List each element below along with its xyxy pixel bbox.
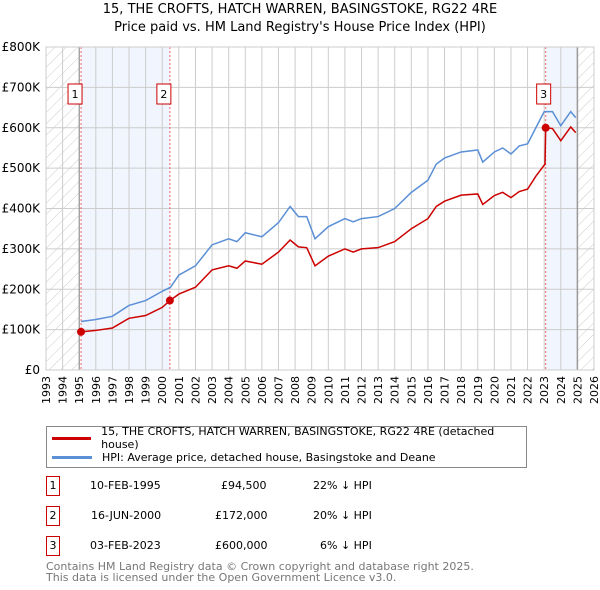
x-tick-label: 2004 <box>223 376 236 404</box>
y-tick-label: £600K <box>2 121 42 135</box>
sale-marker-badge: 3 <box>46 536 60 556</box>
x-tick-label: 2023 <box>538 376 551 404</box>
y-tick-label: £300K <box>2 242 42 256</box>
y-tick-label: £0 <box>25 363 40 377</box>
x-tick-label: 2008 <box>289 376 302 404</box>
hpi-line <box>80 110 577 323</box>
sale-price: £600,000 <box>215 539 268 552</box>
x-tick-label: 2002 <box>189 376 202 404</box>
x-tick-label: 2000 <box>156 376 169 404</box>
y-tick-label: £700K <box>2 80 42 94</box>
x-tick-label: 2019 <box>472 376 485 404</box>
x-tick-label: 2021 <box>505 376 518 404</box>
sale-date: 10-FEB-1995 <box>90 479 161 492</box>
sale-point <box>541 123 550 132</box>
sale-date: 16-JUN-2000 <box>91 509 162 522</box>
x-tick-label: 1994 <box>57 376 70 404</box>
x-tick-label: 2017 <box>439 376 452 404</box>
property-price-line <box>80 125 577 333</box>
legend-label-property: 15, THE CROFTS, HATCH WARREN, BASINGSTOK… <box>101 425 495 451</box>
y-tick-label: £800K <box>2 40 42 54</box>
sale-price: £94,500 <box>221 479 267 492</box>
sale-marker-badge: 2 <box>46 506 60 526</box>
sale-price: £172,000 <box>215 509 268 522</box>
x-tick-label: 2015 <box>405 376 418 404</box>
x-tick-label: 1993 <box>40 376 53 404</box>
sale-label-box <box>67 83 83 105</box>
y-tick-label: £500K <box>2 161 42 175</box>
sale-label: 3 <box>540 88 547 101</box>
y-tick-label: £200K <box>2 282 42 296</box>
x-tick-label: 1997 <box>106 376 119 404</box>
footer: Contains HM Land Registry data © Crown c… <box>46 561 474 583</box>
y-tick-label: £400K <box>2 202 42 216</box>
sale-label: 2 <box>160 88 167 101</box>
legend: 15, THE CROFTS, HATCH WARREN, BASINGSTOK… <box>46 425 527 468</box>
sale-row-3: 3 03-FEB-2023 £600,000 6% ↓ HPI <box>46 536 446 556</box>
legend-swatch-hpi <box>52 455 92 459</box>
price-chart: 1993 1994 1995 1996 1997 1998 1999 2000 2001 2002… <box>2 40 600 404</box>
x-tick-label: 2003 <box>206 376 219 404</box>
x-tick-label: 2016 <box>422 376 435 404</box>
x-tick-label: 1995 <box>73 376 86 404</box>
x-tick-label: 1996 <box>90 376 103 404</box>
x-tick-label: 1999 <box>140 376 153 404</box>
sale-label-box <box>156 83 172 105</box>
x-tick-label: 2012 <box>356 376 369 404</box>
x-tick-label: 2005 <box>239 376 252 404</box>
sale-label-box <box>536 83 552 105</box>
x-tick-label: 1998 <box>123 376 136 404</box>
sale-date: 03-FEB-2023 <box>90 539 161 552</box>
sale-row-2: 2 16-JUN-2000 £172,000 20% ↓ HPI <box>46 506 446 526</box>
sale-hpi-diff: 20% ↓ HPI <box>313 509 372 522</box>
x-tick-label: 2020 <box>488 376 501 404</box>
x-tick-label: 2014 <box>389 376 402 404</box>
sale-label: 1 <box>72 88 79 101</box>
y-tick-label: £100K <box>2 323 42 337</box>
sale-hpi-diff: 22% ↓ HPI <box>313 479 372 492</box>
sale-row-1: 1 10-FEB-1995 £94,500 22% ↓ HPI <box>46 476 446 496</box>
footer-line-2: This data is licensed under the Open Gov… <box>46 571 397 584</box>
x-tick-label: 2011 <box>339 376 352 404</box>
x-tick-label: 2025 <box>571 376 584 404</box>
sale-hpi-diff: 6% ↓ HPI <box>320 539 372 552</box>
sale-point <box>165 296 174 305</box>
x-tick-label: 2009 <box>306 376 319 404</box>
chart-subtitle: Price paid vs. HM Land Registry's House … <box>114 20 486 35</box>
sale-marker-badge: 1 <box>46 476 60 496</box>
x-tick-label: 2013 <box>372 376 385 404</box>
sale-point <box>77 327 86 336</box>
x-tick-label: 2007 <box>272 376 285 404</box>
x-tick-label: 2006 <box>256 376 269 404</box>
x-tick-label: 2022 <box>522 376 535 404</box>
footer-line-1: Contains HM Land Registry data © Crown c… <box>46 560 474 573</box>
legend-swatch-property <box>52 436 92 440</box>
x-tick-label: 2024 <box>555 376 568 404</box>
x-tick-label: 2026 <box>588 376 600 404</box>
x-tick-label: 2010 <box>322 376 335 404</box>
chart-title: 15, THE CROFTS, HATCH WARREN, BASINGSTOK… <box>102 2 498 17</box>
legend-label-hpi: HPI: Average price, detached house, Basi… <box>102 450 436 464</box>
x-tick-label: 2001 <box>173 376 186 404</box>
plot-frame <box>45 46 595 371</box>
x-tick-label: 2018 <box>455 376 468 404</box>
